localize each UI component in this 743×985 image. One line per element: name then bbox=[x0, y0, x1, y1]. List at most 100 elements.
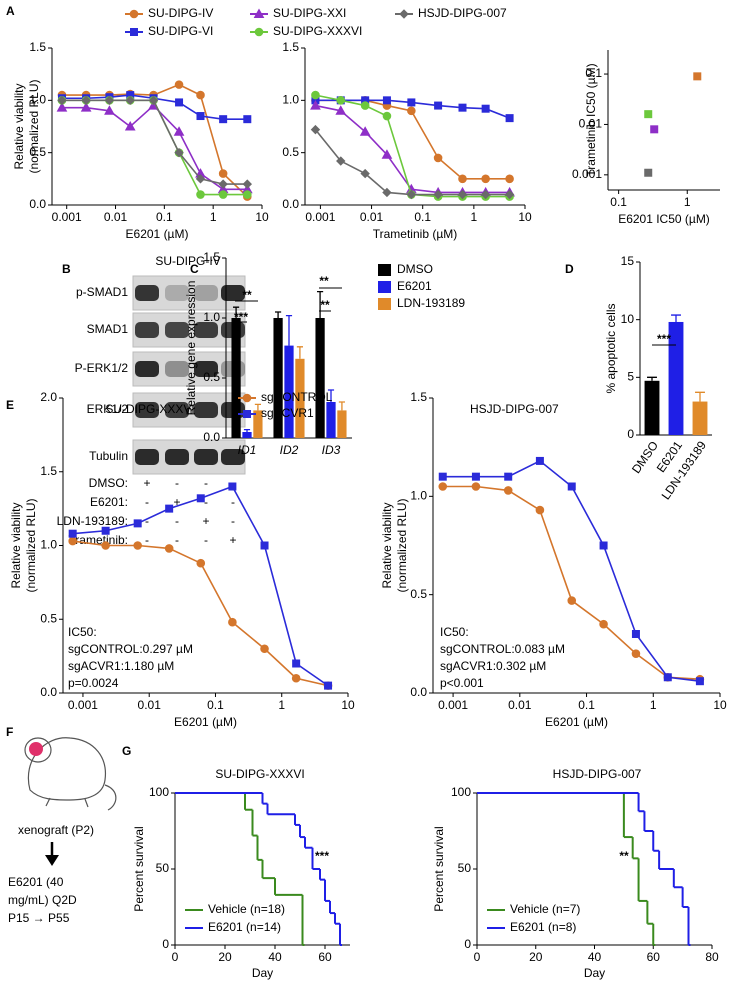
marker bbox=[57, 95, 67, 106]
marker bbox=[68, 536, 77, 546]
blot-band bbox=[135, 449, 159, 465]
marker bbox=[68, 529, 77, 538]
legend-label: E6201 (n=14) bbox=[208, 920, 281, 934]
significance: ** bbox=[619, 849, 629, 863]
panel-label: D bbox=[565, 262, 574, 276]
marker bbox=[458, 103, 467, 112]
marker bbox=[292, 659, 301, 668]
bar bbox=[231, 318, 241, 438]
marker bbox=[310, 100, 321, 110]
marker bbox=[695, 677, 704, 686]
treatment-label: DMSO: bbox=[89, 476, 128, 490]
x-tick-label: 0.1 bbox=[578, 698, 595, 712]
y-tick-label: 1.5 bbox=[29, 40, 46, 54]
blot-band bbox=[194, 449, 218, 465]
mouse-legs bbox=[45, 797, 89, 808]
ic50-text: sgACVR1:1.180 µM bbox=[68, 659, 174, 673]
treatment-mark: - bbox=[231, 495, 235, 509]
marker bbox=[124, 120, 136, 131]
y-tick-label: 1.0 bbox=[29, 93, 46, 107]
y-tick-label: 1.0 bbox=[282, 93, 299, 107]
marker bbox=[407, 98, 416, 107]
x-tick-label: 20 bbox=[529, 950, 543, 964]
marker bbox=[133, 519, 142, 528]
marker bbox=[101, 526, 110, 535]
x-axis-label: Day bbox=[252, 966, 273, 980]
marker bbox=[535, 505, 545, 515]
y-tick-label: 0 bbox=[162, 937, 169, 951]
arrow-head bbox=[45, 855, 59, 866]
y-tick-label: 100 bbox=[451, 785, 471, 799]
marker bbox=[503, 486, 513, 495]
legend-label: SU-DIPG-XXI bbox=[273, 6, 346, 20]
band-label: SMAD1 bbox=[87, 322, 129, 336]
band-label: P-ERK1/2 bbox=[75, 361, 129, 375]
marker bbox=[407, 106, 416, 116]
ic50-text: sgACVR1:0.302 µM bbox=[440, 659, 546, 673]
x-tick-label: 0.1 bbox=[156, 210, 173, 224]
ic50-text: sgCONTROL:0.083 µM bbox=[440, 642, 565, 656]
chart-title: HSJD-DIPG-007 bbox=[470, 402, 559, 416]
marker bbox=[104, 95, 115, 106]
significance: *** bbox=[315, 849, 329, 863]
error-bar bbox=[296, 346, 303, 359]
ic50-text: p<0.001 bbox=[440, 676, 484, 690]
x-tick-label: 0.1 bbox=[610, 195, 627, 209]
marker bbox=[650, 125, 659, 134]
x-tick-label: 1 bbox=[278, 698, 285, 712]
ic50-text: IC50: bbox=[68, 625, 97, 639]
marker bbox=[335, 105, 347, 115]
treatment-mark: - bbox=[145, 533, 149, 547]
y-axis-label: (normalized RLU) bbox=[27, 79, 41, 173]
y-tick-label: 1.0 bbox=[203, 310, 220, 324]
marker bbox=[438, 482, 448, 491]
x-tick-label: 80 bbox=[705, 950, 719, 964]
marker bbox=[125, 95, 135, 106]
x-tick-label: 10 bbox=[255, 210, 269, 224]
y-tick-label: 2.0 bbox=[40, 390, 57, 404]
treatment-mark: + bbox=[229, 533, 236, 547]
x-tick-label: 0.01 bbox=[508, 698, 532, 712]
treatment-mark: - bbox=[175, 476, 179, 490]
error-bar bbox=[254, 403, 261, 411]
schematic-text: mg/mL) Q2D bbox=[8, 893, 77, 907]
marker bbox=[243, 115, 252, 124]
blot-band bbox=[221, 285, 245, 301]
marker bbox=[505, 174, 514, 184]
schematic-text: P15 → P55 bbox=[8, 911, 70, 925]
marker bbox=[196, 494, 205, 503]
y-axis-label: % apoptotic cells bbox=[604, 303, 618, 393]
y-tick-label: 1.5 bbox=[40, 464, 57, 478]
x-tick-label: 40 bbox=[268, 950, 282, 964]
x-tick-label: 60 bbox=[318, 950, 332, 964]
y-tick-label: 1.5 bbox=[203, 250, 220, 264]
legend-label: Vehicle (n=7) bbox=[510, 902, 580, 916]
treatment-label: Trametinib: bbox=[68, 533, 128, 547]
panel-label: E bbox=[6, 398, 14, 412]
chart-title: SU-DIPG-XXXVI bbox=[215, 767, 304, 781]
bar bbox=[326, 402, 336, 438]
bar bbox=[242, 432, 252, 438]
y-tick-label: 1.0 bbox=[40, 538, 57, 552]
legend-label: SU-DIPG-IV bbox=[148, 6, 213, 20]
legend-label: sgCONTROL bbox=[261, 390, 333, 404]
treatment-mark: - bbox=[145, 495, 149, 509]
marker bbox=[644, 168, 653, 177]
treatment-label: LDN-193189: bbox=[57, 514, 128, 528]
schematic-text: E6201 (40 bbox=[8, 875, 64, 889]
panel-label: G bbox=[122, 744, 131, 758]
marker bbox=[663, 673, 672, 682]
x-tick-label: 0.1 bbox=[414, 210, 431, 224]
marker bbox=[382, 187, 392, 198]
marker bbox=[254, 27, 264, 37]
marker bbox=[481, 104, 490, 113]
bar bbox=[253, 410, 263, 438]
x-tick-label: 1 bbox=[210, 210, 217, 224]
marker bbox=[599, 541, 608, 550]
treatment-mark: + bbox=[143, 476, 150, 490]
bar bbox=[692, 401, 708, 435]
y-tick-label: 0.0 bbox=[410, 685, 427, 699]
legend-label: Vehicle (n=18) bbox=[208, 902, 285, 916]
marker bbox=[311, 90, 320, 100]
x-axis-label: E6201 (µM) bbox=[126, 227, 189, 241]
